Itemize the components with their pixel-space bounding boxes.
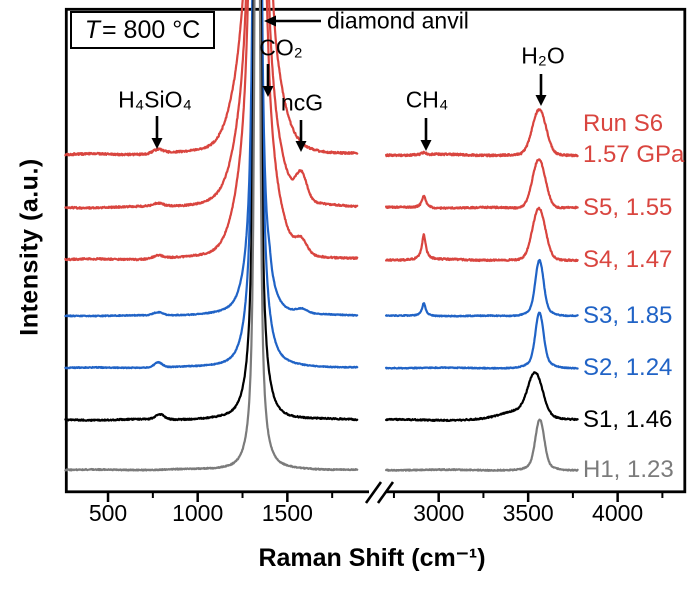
y-axis-label: Intensity (a.u.) <box>15 158 44 336</box>
annotation-label-h4sio4: H₄SiO₄ <box>118 86 192 113</box>
axis-break-slash <box>376 481 395 504</box>
axis-break-slash <box>364 481 383 504</box>
x-tick-label: 500 <box>89 500 127 526</box>
annotation-arrowhead-diamond-anvil <box>264 15 276 27</box>
temperature-symbol: T <box>84 15 100 44</box>
annotation-label-co2: CO₂ <box>259 34 303 61</box>
temperature-title-box: T = 800 °C <box>70 11 215 49</box>
series-label-S2: S2, 1.24 <box>583 354 673 381</box>
series-label-S6-line2: 1.57 GPa <box>583 141 685 168</box>
x-axis-label: Raman Shift (cm⁻¹) <box>258 544 486 572</box>
spectrum-S3 <box>64 0 579 318</box>
annotation-arrowhead-h4sio4 <box>151 138 163 149</box>
spectrum-S4 <box>64 0 579 263</box>
spectrum-H1 <box>64 0 579 472</box>
annotation-label-ch4: CH₄ <box>405 86 449 113</box>
series-label-S3: S3, 1.85 <box>583 302 673 329</box>
x-tick-label: 1500 <box>262 500 313 526</box>
series-label-S1: S1, 1.46 <box>583 406 673 433</box>
spectrum-S6 <box>64 0 579 158</box>
series-label-S4: S4, 1.47 <box>583 246 673 273</box>
annotation-label-ncg: ncG <box>280 89 324 116</box>
series-label-H1: H1, 1.23 <box>583 456 674 483</box>
x-tick-label: 3500 <box>503 500 554 526</box>
x-tick-label: 3000 <box>413 500 464 526</box>
spectrum-S1 <box>64 0 579 423</box>
spectrum-S5 <box>64 0 579 210</box>
x-tick-label: 1000 <box>172 500 223 526</box>
annotation-label-h2o: H₂O <box>521 42 565 69</box>
annotation-arrowhead-h2o <box>535 95 547 106</box>
series-label-S6-line1: Run S6 <box>583 110 664 137</box>
annotation-label-diamond-anvil: diamond anvil <box>327 7 469 34</box>
annotation-arrowhead-co2 <box>262 86 274 97</box>
series-label-S5: S5, 1.55 <box>583 194 673 221</box>
annotation-arrowhead-ch4 <box>420 140 432 151</box>
temperature-value: = 800 °C <box>102 15 201 44</box>
annotation-arrowhead-ncg <box>295 141 307 152</box>
spectrum-S2 <box>64 0 579 370</box>
x-tick-label: 4000 <box>592 500 643 526</box>
